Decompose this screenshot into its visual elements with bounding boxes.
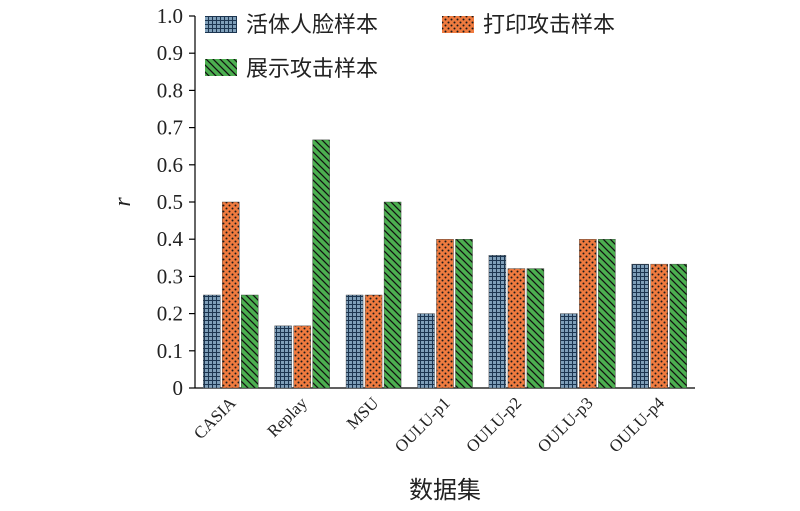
bar <box>364 294 383 389</box>
x-axis-label: 数据集 <box>409 476 481 504</box>
y-axis-label: r <box>110 197 136 207</box>
bar <box>650 263 668 389</box>
bars <box>203 139 687 389</box>
legend-label-live: 活体人脸样本 <box>246 13 378 38</box>
bar <box>241 294 259 389</box>
legend: 活体人脸样本 打印攻击样本 展示攻击样本 <box>205 13 615 82</box>
y-tick-label: 0.5 <box>157 190 183 214</box>
bar <box>598 238 616 389</box>
y-ticks: 0 0.1 0.2 0.3 0.4 0.5 0.6 0.7 0.8 0.9 1.0 <box>157 4 195 400</box>
bar <box>436 238 454 389</box>
legend-label-print: 打印攻击样本 <box>483 13 615 38</box>
bar <box>345 294 364 389</box>
bar <box>417 313 435 389</box>
x-tick-label: OULU-p3 <box>534 393 597 456</box>
bar <box>203 294 221 389</box>
x-tick-labels: CASIA Replay MSU OULU-p1 OULU-p2 OULU-p3 OULU-… <box>190 393 668 456</box>
legend-item-display: 展示攻击样本 <box>205 57 378 82</box>
bar <box>383 201 402 389</box>
y-tick-label: 0.3 <box>157 264 183 288</box>
y-tick-label: 1.0 <box>157 4 183 28</box>
bar <box>526 268 545 389</box>
bar <box>560 313 578 389</box>
y-tick-label: 0.2 <box>157 302 183 326</box>
bar <box>222 201 240 389</box>
y-tick-label: 0 <box>173 376 184 400</box>
x-tick-label: Replay <box>263 393 311 441</box>
x-tick-label: OULU-p4 <box>605 393 668 456</box>
legend-item-print: 打印攻击样本 <box>442 13 615 38</box>
bar <box>293 325 311 389</box>
bar <box>507 268 526 389</box>
legend-swatch-display <box>205 59 237 76</box>
x-tick-label: MSU <box>343 393 382 432</box>
x-tick-label: OULU-p1 <box>391 393 454 456</box>
legend-item-live: 活体人脸样本 <box>205 13 378 38</box>
legend-label-display: 展示攻击样本 <box>246 57 378 82</box>
y-tick-label: 0.6 <box>157 153 183 177</box>
y-tick-label: 0.4 <box>157 227 184 251</box>
y-tick-label: 0.8 <box>157 78 183 102</box>
legend-swatch-print <box>442 16 474 33</box>
y-tick-label: 0.1 <box>157 339 183 363</box>
bar <box>631 263 649 389</box>
bar <box>488 254 507 389</box>
x-tick-label: OULU-p2 <box>462 393 525 456</box>
bar <box>455 238 473 389</box>
legend-swatch-live <box>205 16 237 33</box>
bar <box>579 238 597 389</box>
y-tick-label: 0.9 <box>157 41 183 65</box>
y-tick-label: 0.7 <box>157 116 183 140</box>
bar <box>312 139 330 389</box>
bar <box>669 263 687 389</box>
x-tick-label: CASIA <box>190 393 240 443</box>
bar <box>274 325 292 389</box>
